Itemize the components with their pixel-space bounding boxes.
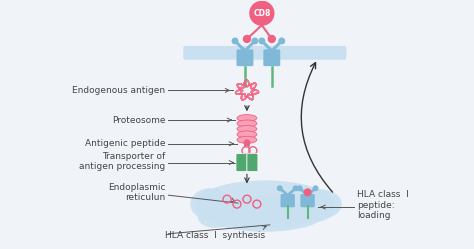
Text: Antigenic peptide: Antigenic peptide — [85, 139, 165, 148]
Circle shape — [304, 188, 311, 196]
Circle shape — [244, 139, 250, 146]
Ellipse shape — [190, 188, 230, 220]
Text: Endogenous antigen: Endogenous antigen — [73, 86, 165, 95]
Text: Transporter of
antigen processing: Transporter of antigen processing — [79, 152, 165, 171]
Text: HLA class  I
peptide:
loading: HLA class I peptide: loading — [357, 190, 409, 220]
Circle shape — [258, 38, 265, 44]
Text: Proteosome: Proteosome — [112, 116, 165, 124]
FancyBboxPatch shape — [281, 194, 295, 207]
Circle shape — [278, 38, 285, 44]
Ellipse shape — [237, 115, 257, 122]
Circle shape — [251, 38, 258, 44]
Circle shape — [292, 185, 299, 191]
Text: Endoplasmic
reticulun: Endoplasmic reticulun — [108, 183, 165, 202]
FancyBboxPatch shape — [301, 194, 315, 207]
Circle shape — [231, 38, 238, 44]
FancyBboxPatch shape — [237, 49, 254, 66]
Ellipse shape — [237, 120, 257, 127]
FancyBboxPatch shape — [247, 154, 258, 172]
FancyBboxPatch shape — [236, 154, 247, 172]
Ellipse shape — [237, 125, 257, 132]
Ellipse shape — [296, 200, 333, 222]
Ellipse shape — [195, 180, 335, 228]
Ellipse shape — [237, 131, 257, 138]
Ellipse shape — [205, 196, 325, 232]
Circle shape — [312, 185, 319, 191]
Text: CD8: CD8 — [253, 9, 271, 18]
Ellipse shape — [297, 189, 342, 219]
FancyArrowPatch shape — [301, 62, 333, 192]
Circle shape — [297, 185, 302, 191]
FancyBboxPatch shape — [264, 49, 280, 66]
Circle shape — [250, 1, 274, 25]
Text: HLA class  I  synthesis: HLA class I synthesis — [165, 231, 265, 240]
FancyBboxPatch shape — [183, 46, 346, 60]
Circle shape — [277, 185, 283, 191]
Circle shape — [244, 36, 250, 42]
Circle shape — [268, 36, 275, 42]
Ellipse shape — [237, 136, 257, 143]
Ellipse shape — [198, 206, 233, 228]
